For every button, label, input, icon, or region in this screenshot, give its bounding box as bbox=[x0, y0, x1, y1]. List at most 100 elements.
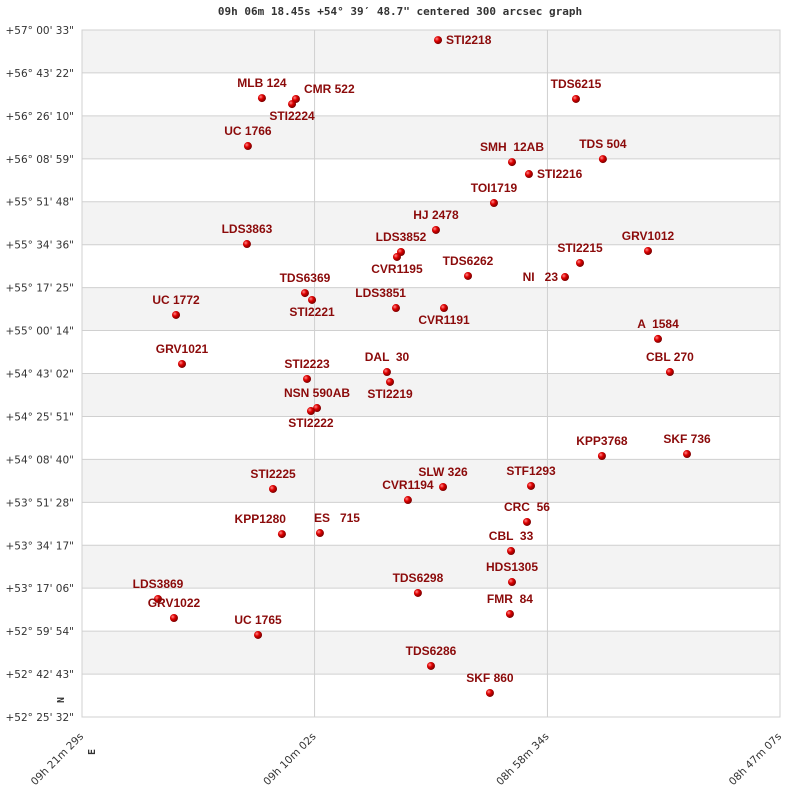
x-axis: 09h 21m 29s 09h 10m 02s 08h 58m 34s 08h 47m… bbox=[29, 731, 784, 788]
star-label: LDS3869 bbox=[133, 577, 184, 591]
star-point[interactable] bbox=[434, 36, 443, 45]
star-point[interactable] bbox=[522, 517, 531, 526]
star-label: TDS6286 bbox=[406, 644, 457, 658]
star-point[interactable] bbox=[426, 661, 435, 670]
star-label: HDS1305 bbox=[486, 560, 538, 574]
star-point[interactable] bbox=[561, 273, 570, 282]
y-tick-label: +57° 00' 33" bbox=[5, 25, 74, 37]
star-point[interactable] bbox=[382, 368, 391, 377]
star-label: TDS 504 bbox=[579, 137, 627, 151]
y-tick-label: +56° 08' 59" bbox=[5, 154, 74, 166]
star-point[interactable] bbox=[489, 198, 498, 207]
grid-band bbox=[82, 72, 780, 116]
star-point[interactable] bbox=[386, 377, 395, 386]
y-tick-label: +55° 51' 48" bbox=[5, 197, 74, 209]
grid-band bbox=[82, 588, 780, 632]
grid-band bbox=[82, 30, 780, 73]
star-label: CVR1194 bbox=[382, 478, 434, 492]
star-label: CBL 270 bbox=[646, 350, 694, 364]
star-point[interactable] bbox=[598, 155, 607, 164]
star-label: A 1584 bbox=[637, 317, 679, 331]
star-label: STI2218 bbox=[446, 33, 492, 47]
star-label: GRV1022 bbox=[148, 596, 201, 610]
star-label: TDS6262 bbox=[443, 254, 494, 268]
star-point[interactable] bbox=[505, 609, 514, 618]
star-point[interactable] bbox=[597, 451, 606, 460]
star-point[interactable] bbox=[440, 304, 449, 313]
star-label: GRV1021 bbox=[156, 342, 209, 356]
star-label: UC 1766 bbox=[224, 124, 272, 138]
y-tick-label: +53° 34' 17" bbox=[5, 540, 74, 552]
star-point[interactable] bbox=[288, 100, 297, 109]
chart-title: 09h 06m 18.45s +54° 39′ 48.7" centered 3… bbox=[217, 5, 583, 18]
y-tick-label: +54° 43' 02" bbox=[5, 369, 74, 381]
y-tick-label: +52° 59' 54" bbox=[5, 626, 74, 638]
star-label: ES 715 bbox=[314, 511, 360, 525]
star-label: NI 23 bbox=[523, 270, 559, 284]
star-label: CBL 33 bbox=[489, 529, 534, 543]
star-point[interactable] bbox=[682, 450, 691, 459]
point-labels: STI2218 MLB 124 CMR 522 STI2224 TDS6215 UC 17… bbox=[133, 33, 711, 685]
star-point[interactable] bbox=[508, 578, 517, 587]
star-point[interactable] bbox=[508, 158, 517, 167]
star-point[interactable] bbox=[257, 94, 266, 103]
y-tick-label: +55° 34' 36" bbox=[5, 240, 74, 252]
y-tick-label: +53° 51' 28" bbox=[5, 497, 74, 509]
star-label: STI2215 bbox=[557, 241, 603, 255]
grid-band bbox=[82, 373, 780, 417]
star-point[interactable] bbox=[169, 614, 178, 623]
star-point[interactable] bbox=[524, 170, 533, 179]
star-label: TOI1719 bbox=[471, 181, 518, 195]
star-point[interactable] bbox=[177, 359, 186, 368]
star-point[interactable] bbox=[576, 258, 585, 267]
star-point[interactable] bbox=[300, 289, 309, 298]
star-point[interactable] bbox=[392, 252, 401, 261]
star-point[interactable] bbox=[306, 407, 315, 416]
star-label: SKF 736 bbox=[663, 432, 711, 446]
star-point[interactable] bbox=[571, 94, 580, 103]
star-point[interactable] bbox=[243, 142, 252, 151]
star-point[interactable] bbox=[464, 271, 473, 280]
y-tick-label: +55° 17' 25" bbox=[5, 283, 74, 295]
star-point[interactable] bbox=[254, 630, 263, 639]
star-label: NSN 590AB bbox=[284, 386, 350, 400]
star-point[interactable] bbox=[413, 588, 422, 597]
star-point[interactable] bbox=[665, 368, 674, 377]
star-point[interactable] bbox=[153, 594, 162, 603]
y-tick-label: +56° 26' 10" bbox=[5, 111, 74, 123]
star-point[interactable] bbox=[313, 404, 322, 413]
star-point[interactable] bbox=[485, 688, 494, 697]
star-label: CVR1195 bbox=[371, 262, 423, 276]
star-point[interactable] bbox=[242, 240, 251, 249]
grid-band bbox=[82, 459, 780, 503]
star-point[interactable] bbox=[507, 547, 516, 556]
grid-band bbox=[82, 416, 780, 460]
star-point[interactable] bbox=[403, 496, 412, 505]
star-label: CMR 522 bbox=[304, 82, 355, 96]
star-point[interactable] bbox=[527, 481, 536, 490]
star-point[interactable] bbox=[431, 225, 440, 234]
star-label: TDS6298 bbox=[393, 571, 444, 585]
star-point[interactable] bbox=[308, 295, 317, 304]
star-point[interactable] bbox=[269, 484, 278, 493]
grid-band bbox=[82, 287, 780, 331]
star-point[interactable] bbox=[439, 483, 448, 492]
star-point[interactable] bbox=[172, 310, 181, 319]
star-label: STI2224 bbox=[269, 109, 315, 123]
star-point[interactable] bbox=[277, 530, 286, 539]
star-label: KPP3768 bbox=[576, 434, 628, 448]
star-point[interactable] bbox=[643, 246, 652, 255]
star-label: UC 1772 bbox=[152, 293, 200, 307]
star-point[interactable] bbox=[653, 334, 662, 343]
star-label: DAL 30 bbox=[365, 350, 410, 364]
star-label: FMR 84 bbox=[487, 592, 533, 606]
star-point[interactable] bbox=[391, 304, 400, 313]
grid-band bbox=[82, 115, 780, 159]
star-label: LDS3863 bbox=[222, 222, 273, 236]
x-tick-label: 09h 10m 02s bbox=[261, 731, 318, 788]
star-point[interactable] bbox=[315, 529, 324, 538]
star-label: HJ 2478 bbox=[413, 208, 459, 222]
star-point[interactable] bbox=[303, 374, 312, 383]
grid-band bbox=[82, 158, 780, 202]
points bbox=[153, 36, 691, 697]
